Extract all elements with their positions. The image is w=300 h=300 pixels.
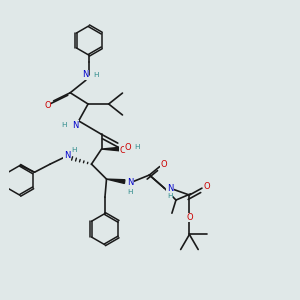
Text: N: N [64, 152, 70, 160]
Polygon shape [101, 147, 121, 151]
Text: H: H [127, 189, 133, 195]
Text: H: H [61, 122, 67, 128]
Text: N: N [167, 184, 173, 193]
Text: O: O [186, 213, 193, 222]
Text: N: N [82, 70, 88, 80]
Polygon shape [106, 179, 125, 184]
Text: H: H [71, 147, 77, 153]
Text: N: N [127, 178, 133, 188]
Text: N: N [72, 121, 78, 130]
Text: O: O [204, 182, 210, 191]
Text: H: H [93, 72, 99, 78]
Text: H: H [167, 193, 173, 199]
Text: H: H [134, 145, 139, 151]
Text: O: O [124, 143, 131, 152]
Text: O: O [44, 101, 51, 110]
Text: O: O [119, 146, 126, 154]
Text: O: O [160, 160, 167, 169]
